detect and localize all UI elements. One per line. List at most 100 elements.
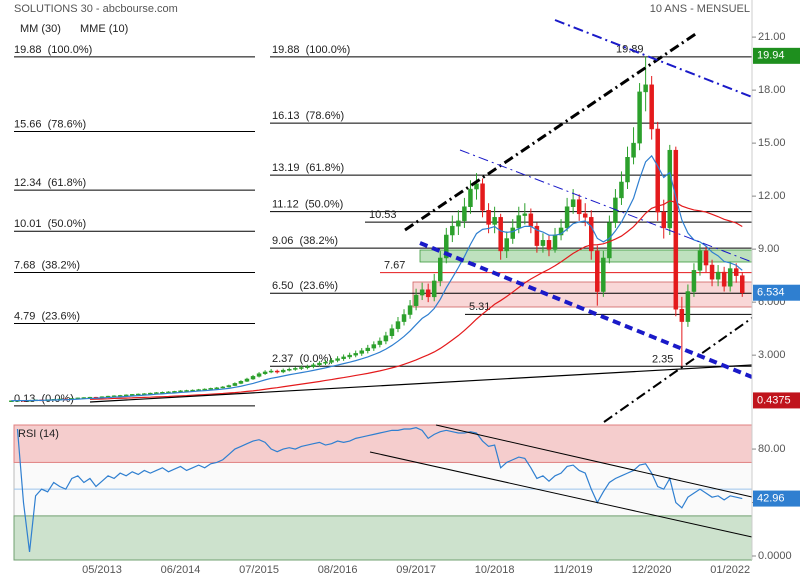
trendline [419, 241, 753, 379]
candle-body [655, 128, 660, 213]
price-tag-label: 6.534 [757, 287, 785, 299]
candle-body [733, 268, 739, 276]
candle-body [691, 270, 697, 292]
trendline [89, 364, 753, 403]
y-tick-label: 12.00 [758, 190, 786, 202]
candle-body [262, 371, 268, 374]
fib-label: 11.12 (50.0%) [272, 199, 343, 211]
candle-body [154, 392, 159, 394]
candle-body [721, 271, 727, 287]
level-label: 10.53 [369, 209, 397, 221]
candle-body [311, 364, 316, 367]
candle-body [317, 362, 322, 366]
candle-body [492, 217, 497, 225]
candle-body [208, 388, 213, 390]
candle-body [685, 291, 691, 322]
candle-body [238, 381, 244, 384]
candle-body [504, 238, 509, 252]
candle-body [649, 84, 654, 130]
x-tick-label: 10/2018 [475, 564, 515, 576]
fib-label: 19.88 (100.0%) [14, 44, 92, 56]
candle-body [202, 388, 207, 391]
resistance-zone [412, 281, 753, 308]
candle-body [601, 257, 606, 292]
fib-label: 10.01 (50.0%) [14, 218, 86, 230]
fib-label: 15.66 (78.6%) [14, 118, 86, 130]
candle-body [226, 385, 232, 388]
candle-body [637, 91, 642, 144]
rsi-tick-label: 80.00 [758, 443, 786, 455]
fib-label: 19.88 (100.0%) [272, 44, 350, 56]
candle-body [407, 305, 413, 315]
candle-body [365, 347, 371, 351]
candle-body [462, 206, 467, 222]
candle-body [377, 340, 383, 345]
candle-body [595, 250, 600, 292]
x-tick-label: 08/2016 [318, 564, 358, 576]
candle-body [468, 188, 473, 207]
candle-body [576, 199, 582, 215]
candle-body [347, 354, 352, 358]
trendline [459, 149, 753, 263]
candle-body [625, 157, 630, 183]
rsi-label: RSI (14) [18, 428, 59, 440]
y-tick-label: 3.000 [758, 349, 786, 361]
x-tick-label: 09/2017 [396, 564, 436, 576]
y-tick-label: 15.00 [758, 137, 786, 149]
rsi-tick-label: 0.0000 [758, 550, 792, 562]
candle-body [268, 370, 274, 373]
candle-body [727, 268, 733, 287]
fib-label: 0.13 (0.0%) [14, 393, 74, 405]
candle-body [474, 183, 479, 190]
level-label: 2.35 [652, 354, 673, 366]
x-tick-label: 12/2020 [632, 564, 672, 576]
labels: SOLUTIONS 30 - abcbourse.com 10 ANS - ME… [14, 0, 800, 580]
candle-body [522, 213, 528, 216]
candle-body [431, 280, 437, 298]
candle-body [709, 264, 715, 280]
ma-line [89, 200, 743, 400]
candle-body [480, 183, 485, 211]
candle-body [643, 84, 648, 93]
candle-body [619, 181, 624, 199]
candle-body [280, 369, 286, 373]
candle-body [371, 344, 377, 349]
chart-title: SOLUTIONS 30 - abcbourse.com [14, 3, 178, 15]
fib-label: 13.19 (61.8%) [272, 162, 344, 174]
candle-body [631, 142, 636, 158]
oversold-band [13, 515, 753, 561]
chart-subtitle: 10 ANS - MENSUEL [650, 3, 750, 15]
price-tag-label: 19.94 [757, 50, 785, 62]
fib-label: 12.34 (61.8%) [14, 177, 86, 189]
candle-body [172, 391, 177, 393]
price-tag [753, 392, 800, 409]
candle-body [570, 199, 576, 207]
fib-label: 2.37 (0.0%) [272, 353, 332, 365]
candle-body [341, 356, 346, 359]
y-tick-label: 9.00 [758, 243, 779, 255]
candle-body [220, 386, 226, 389]
candle-body [589, 217, 594, 252]
price-tag-label: 42.96 [757, 492, 785, 504]
candle-body [323, 361, 328, 364]
candle-body [250, 376, 256, 380]
rsi-frame [13, 424, 753, 561]
candle-body [486, 210, 491, 225]
price-tag [753, 490, 800, 507]
candle-body [274, 370, 280, 373]
fib-label: 7.68 (38.2%) [14, 259, 80, 271]
x-tick-label: 01/2022 [710, 564, 750, 576]
candle-body [129, 394, 135, 396]
candle-body [425, 289, 431, 298]
candle-body [552, 234, 558, 250]
candle-body [540, 240, 546, 246]
candle-body [359, 350, 364, 354]
candle-body [444, 234, 449, 259]
candle-body [160, 392, 165, 394]
candle-body [740, 275, 745, 293]
candle-body [534, 225, 540, 246]
candle-body [214, 387, 220, 390]
candle-body [148, 392, 153, 395]
candle-body [287, 369, 292, 371]
y-tick-label: 21.00 [758, 31, 786, 43]
